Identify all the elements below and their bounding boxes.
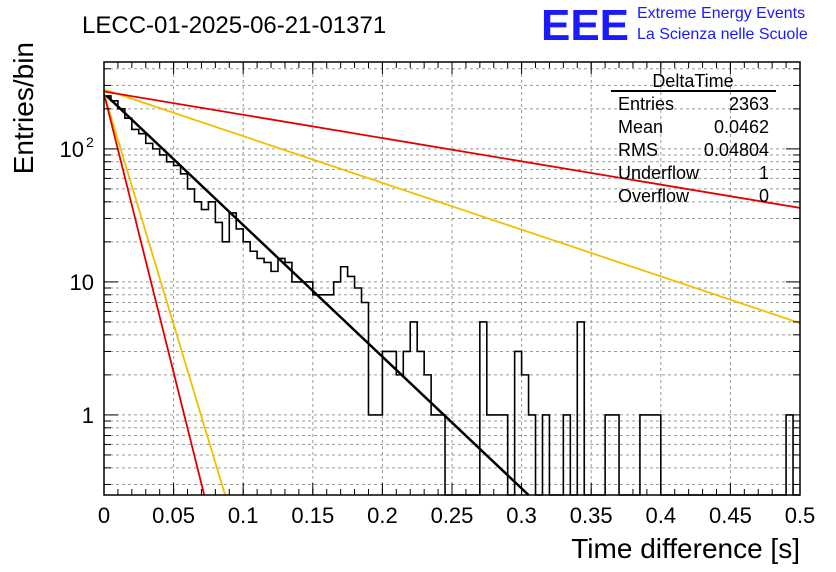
fit-line-2 <box>103 93 226 496</box>
x-tick-label: 0.05 <box>152 503 195 528</box>
fit-line-1 <box>103 88 801 324</box>
x-tick-label: 0.35 <box>570 503 613 528</box>
x-tick-label: 0 <box>98 503 110 528</box>
stats-row-value: 0.0462 <box>714 117 769 137</box>
fit-line-3 <box>103 90 801 209</box>
stats-box: DeltaTime Entries 2363 Mean 0.0462 RMS 0.0480… <box>611 71 776 206</box>
y-tick-label: 10 <box>70 270 94 295</box>
y-axis-title: Entries/bin <box>8 42 39 174</box>
fit-line-0 <box>105 95 530 496</box>
stats-rows: Entries 2363 Mean 0.0462 RMS 0.04804Underflow… <box>618 94 769 206</box>
stats-row-value: 0.04804 <box>704 140 769 160</box>
stats-row-label: Entries <box>618 94 674 114</box>
x-tick-label: 0.3 <box>506 503 537 528</box>
histogram-layer <box>104 95 800 496</box>
x-tick-label: 0.25 <box>431 503 474 528</box>
fit-lines-layer <box>103 88 801 496</box>
eee-logo-line2: La Scienza nelle Scuole <box>637 26 808 43</box>
stats-row-label: RMS <box>618 140 658 160</box>
stats-row-value: 0 <box>759 186 769 206</box>
x-tick-label: 0.45 <box>709 503 752 528</box>
axes-frame <box>103 61 801 496</box>
x-tick-label: 0.1 <box>228 503 259 528</box>
x-tick-label: 0.5 <box>785 503 816 528</box>
y-tick-label: 1 <box>82 403 94 428</box>
run-title: LECC-01-2025-06-21-01371 <box>82 12 386 39</box>
eee-logo-text: EEE <box>541 1 629 50</box>
x-tick-label: 0.15 <box>291 503 334 528</box>
histogram-outline <box>104 95 800 496</box>
stats-row-value: 2363 <box>729 94 769 114</box>
x-axis-title: Time difference [s] <box>571 533 800 564</box>
x-tick-label: 0.2 <box>367 503 398 528</box>
stats-box-title: DeltaTime <box>652 71 733 91</box>
stats-row-value: 1 <box>759 163 769 183</box>
tick-labels: 0 0.05 0.1 0.15 0.2 0.25 0.3 0.35 0.4 0.45 0.51101… <box>60 134 816 528</box>
y-tick-label: 10 <box>60 137 84 162</box>
stats-row-label: Mean <box>618 117 663 137</box>
x-tick-label: 0.4 <box>646 503 677 528</box>
eee-logo-line1: Extreme Energy Events <box>637 5 805 22</box>
stats-row-label: Underflow <box>618 163 700 183</box>
plot-frame <box>103 61 801 496</box>
y-tick-label-exponent: 2 <box>86 134 94 150</box>
fit-line-4 <box>103 93 206 496</box>
stats-row-label: Overflow <box>618 186 690 206</box>
